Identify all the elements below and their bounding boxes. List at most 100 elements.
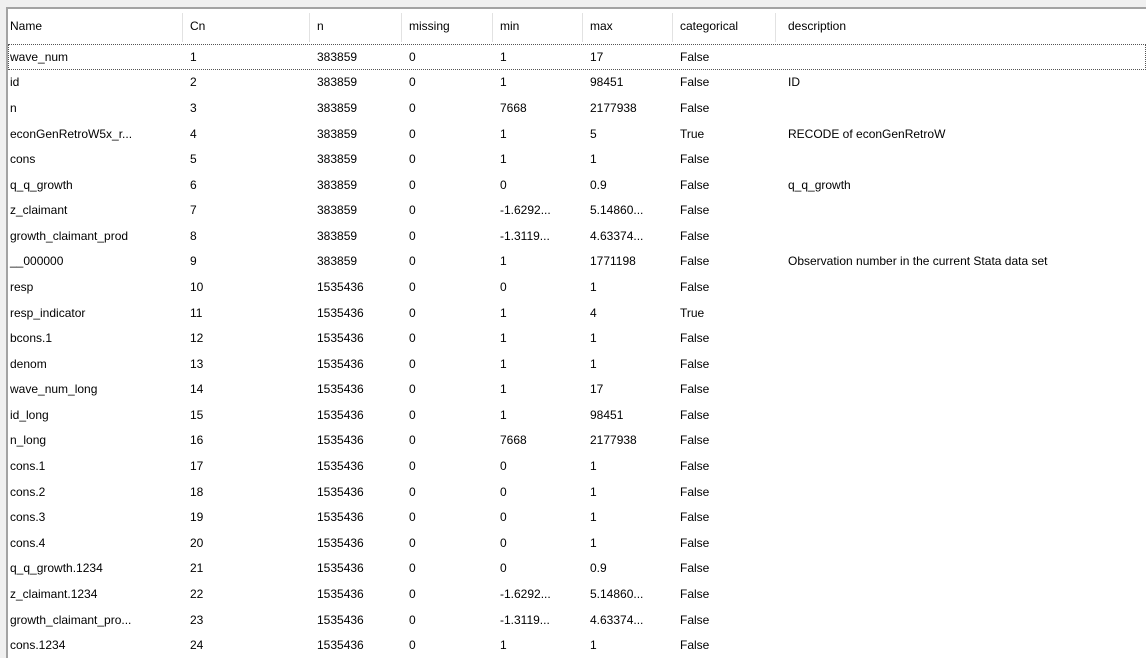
table-row[interactable]: n 3 383859 0 7668 2177938 False [8, 95, 1146, 121]
table-row[interactable]: cons.4 20 1535436 0 0 1 False [8, 529, 1146, 556]
cell-name: __000000 [10, 254, 64, 269]
cell-missing: 0 [409, 305, 416, 320]
cell-missing: 0 [409, 228, 416, 243]
cell-missing: 0 [409, 254, 416, 269]
cell-n: 1535436 [317, 535, 364, 550]
cell-min: -1.3119... [500, 228, 550, 243]
cell-name: z_claimant [10, 203, 68, 218]
cell-min: 0 [500, 510, 507, 525]
cell-categorical: False [680, 279, 710, 294]
cell-categorical: False [680, 75, 710, 90]
cell-cn: 21 [190, 561, 204, 576]
cell-name: bcons.1 [10, 331, 53, 346]
cell-n: 383859 [317, 152, 358, 167]
column-header-n[interactable]: n [310, 9, 402, 44]
cell-missing: 0 [409, 177, 416, 192]
table-row[interactable]: wave_num_long 14 1535436 0 1 17 False [8, 376, 1146, 403]
cell-categorical: False [680, 228, 710, 243]
cell-n: 1535436 [317, 279, 364, 294]
cell-min: -1.6292... [500, 203, 551, 218]
cell-cn: 24 [190, 638, 204, 653]
table-row[interactable]: q_q_growth.1234 21 1535436 0 0 0.9 False [8, 555, 1146, 582]
cell-description: RECODE of econGenRetroW [788, 126, 946, 141]
table-row[interactable]: cons.1 17 1535436 0 0 1 False [8, 453, 1146, 479]
cell-name: cons [10, 152, 36, 167]
table-row[interactable]: q_q_growth 6 383859 0 0 0.9 False q_q_growth [8, 171, 1146, 198]
cell-min: 7668 [500, 100, 527, 115]
cell-cn: 17 [190, 459, 204, 474]
cell-min: -1.6292... [500, 586, 551, 601]
cell-categorical: False [680, 612, 710, 627]
cell-name: resp_indicator [10, 305, 86, 320]
table-row[interactable]: denom 13 1535436 0 1 1 False [8, 350, 1146, 377]
cell-cn: 22 [190, 586, 204, 601]
table-row[interactable]: wave_num 1 383859 0 1 17 False [8, 44, 1146, 70]
table-row[interactable]: growth_claimant_pro... 23 1535436 0 -1.3119.… [8, 606, 1146, 633]
cell-name: growth_claimant_prod [10, 228, 129, 243]
cell-categorical: False [680, 331, 710, 346]
table-row[interactable]: __000000 9 383859 0 1 1771198 False Observation… [8, 248, 1146, 275]
cell-categorical: False [680, 203, 710, 218]
cell-categorical: False [680, 484, 710, 499]
cell-max: 4.63374... [590, 612, 644, 627]
column-header-description[interactable]: description [788, 19, 847, 33]
cell-n: 383859 [317, 228, 358, 243]
cell-n: 383859 [317, 126, 358, 141]
table-row[interactable]: growth_claimant_prod 8 383859 0 -1.3119... 4.… [8, 223, 1146, 249]
cell-cn: 5 [190, 152, 197, 167]
cell-categorical: False [680, 433, 710, 448]
cell-missing: 0 [409, 510, 416, 525]
cell-cn: 7 [190, 203, 197, 218]
cell-categorical: False [680, 100, 710, 115]
cell-max: 1 [590, 356, 597, 371]
cell-cn: 3 [190, 100, 197, 115]
column-header-categorical[interactable]: categorical [673, 9, 776, 44]
cell-name: q_q_growth.1234 [10, 561, 103, 576]
table-row[interactable]: bcons.1 12 1535436 0 1 1 False [8, 325, 1146, 351]
cell-n: 383859 [317, 75, 358, 90]
cell-name: z_claimant.1234 [10, 586, 98, 601]
cell-min: 0 [500, 459, 507, 474]
cell-name: cons.4 [10, 535, 46, 550]
cell-categorical: False [680, 561, 710, 576]
cell-categorical: False [680, 382, 710, 397]
cell-n: 1535436 [317, 484, 364, 499]
cell-min: 1 [500, 407, 507, 422]
table-row[interactable]: cons.2 18 1535436 0 0 1 False [8, 478, 1146, 505]
column-header-min[interactable]: min [493, 9, 583, 44]
cell-min: 1 [500, 126, 507, 141]
table-row[interactable]: id 2 383859 0 1 98451 False ID [8, 69, 1146, 96]
cell-min: 1 [500, 331, 507, 346]
cell-min: 7668 [500, 433, 527, 448]
cell-categorical: True [680, 305, 705, 320]
cell-max: 1 [590, 279, 597, 294]
cell-cn: 6 [190, 177, 197, 192]
cell-cn: 11 [190, 305, 203, 320]
cell-categorical: False [680, 535, 710, 550]
table-row[interactable]: resp 10 1535436 0 0 1 False [8, 274, 1146, 300]
table-row[interactable]: id_long 15 1535436 0 1 98451 False [8, 402, 1146, 428]
column-header-name[interactable]: Name [8, 9, 183, 44]
table-row[interactable]: n_long 16 1535436 0 7668 2177938 False [8, 427, 1146, 454]
table-row[interactable]: cons.1234 24 1535436 0 1 1 False [8, 632, 1146, 658]
cell-categorical: False [680, 152, 710, 167]
cell-cn: 15 [190, 407, 204, 422]
cell-name: n_long [10, 433, 47, 448]
cell-categorical: False [680, 177, 710, 192]
column-header-missing[interactable]: missing [402, 9, 493, 44]
column-header-cn[interactable]: Cn [183, 9, 310, 44]
table-row[interactable]: z_claimant.1234 22 1535436 0 -1.6292... 5.148… [8, 581, 1146, 607]
table-row[interactable]: resp_indicator 11 1535436 0 1 4 True [8, 299, 1146, 326]
table-row[interactable]: cons.3 19 1535436 0 0 1 False [8, 504, 1146, 530]
cell-n: 1535436 [317, 459, 364, 474]
cell-categorical: False [680, 407, 710, 422]
table-row[interactable]: z_claimant 7 383859 0 -1.6292... 5.14860... Fa… [8, 197, 1146, 224]
cell-min: 1 [500, 305, 507, 320]
cell-max: 2177938 [590, 100, 637, 115]
table-row[interactable]: cons 5 383859 0 1 1 False [8, 146, 1146, 172]
column-header-max[interactable]: max [583, 9, 673, 44]
cell-name: id [10, 75, 20, 90]
cell-name: q_q_growth [10, 177, 73, 192]
table-row[interactable]: econGenRetroW5x_r... 4 383859 0 1 5 True RECODE… [8, 120, 1146, 147]
cell-max: 1 [590, 459, 597, 474]
